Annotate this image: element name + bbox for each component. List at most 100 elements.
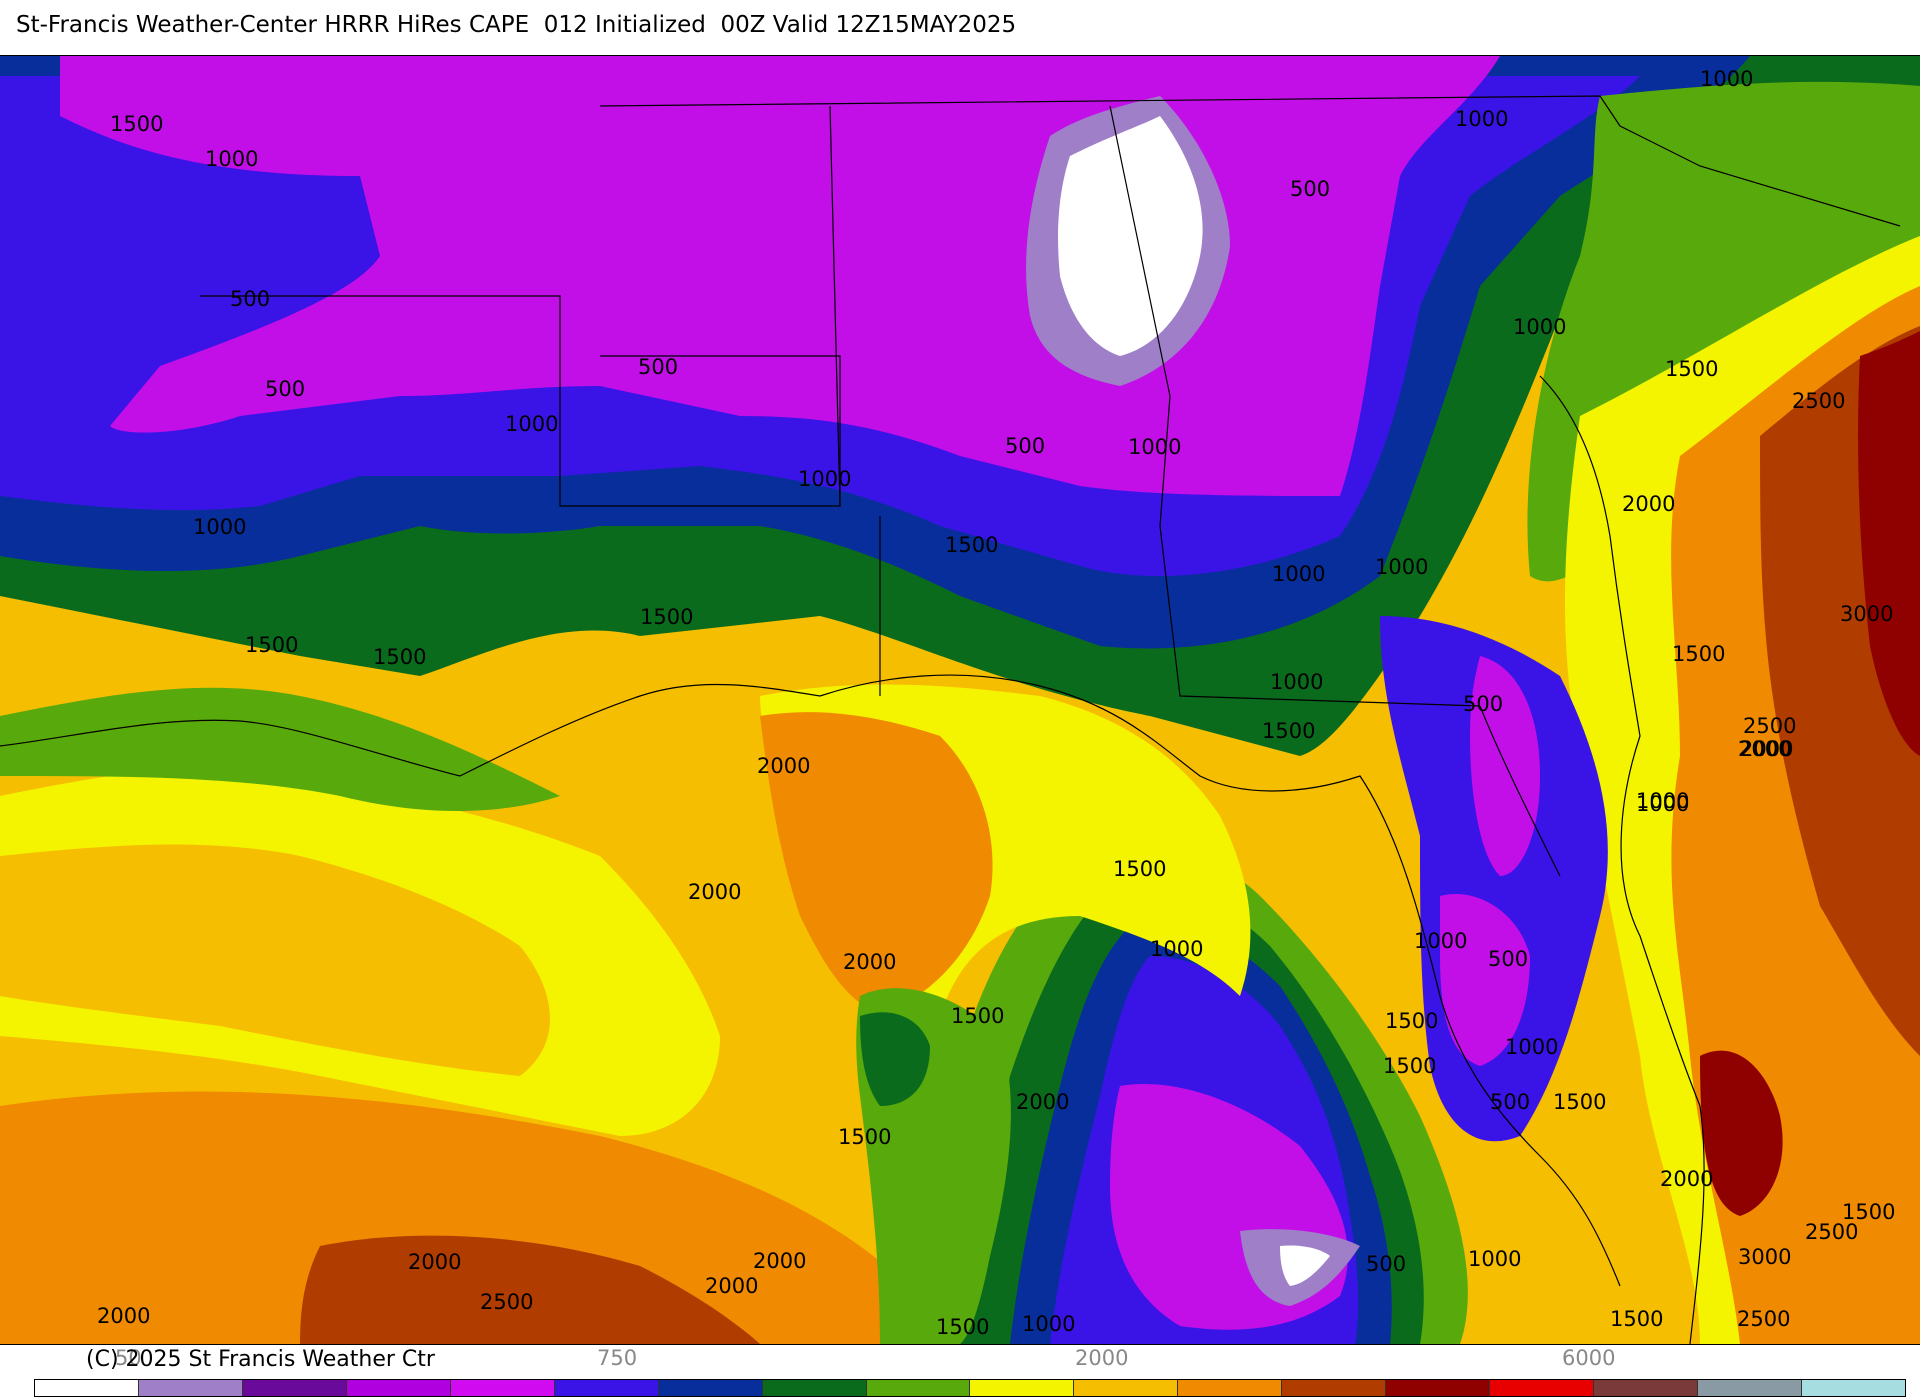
contour-label: 2000 bbox=[1016, 1090, 1069, 1114]
contour-label: 2000 bbox=[97, 1304, 150, 1328]
contour-label: 1000 bbox=[1270, 670, 1323, 694]
contour-label: 1000 bbox=[193, 515, 246, 539]
contour-label: 1000 bbox=[1636, 792, 1689, 816]
contour-label: 500 bbox=[638, 355, 678, 379]
legend-swatch bbox=[346, 1380, 451, 1396]
field-dkred-se bbox=[1700, 1050, 1783, 1216]
contour-label: 2500 bbox=[1792, 389, 1845, 413]
legend-tick: 750 bbox=[597, 1346, 638, 1370]
contour-label: 2500 bbox=[1743, 714, 1796, 738]
contour-label: 1500 bbox=[1672, 642, 1725, 666]
contour-label: 1500 bbox=[951, 1004, 1004, 1028]
contour-label: 500 bbox=[1490, 1090, 1530, 1114]
contour-label: 1500 bbox=[245, 633, 298, 657]
contour-label: 1000 bbox=[1468, 1247, 1521, 1271]
copyright-credit: (C) 2025 St Francis Weather Ctr bbox=[86, 1347, 435, 1372]
field-dkred-east bbox=[1858, 331, 1920, 756]
legend-swatch bbox=[138, 1380, 243, 1396]
contour-label: 2000 bbox=[843, 950, 896, 974]
legend-swatch bbox=[658, 1380, 763, 1396]
contour-label: 1500 bbox=[1113, 857, 1166, 881]
field-magenta-fl2 bbox=[1440, 894, 1530, 1066]
contour-label: 2000 bbox=[753, 1249, 806, 1273]
legend-swatch bbox=[1490, 1380, 1595, 1396]
contour-label: 1500 bbox=[936, 1315, 989, 1339]
contour-label: 1500 bbox=[1665, 357, 1718, 381]
legend-swatch bbox=[1386, 1380, 1491, 1396]
field-blue-fl bbox=[1380, 616, 1608, 1142]
legend-tick: 2000 bbox=[1075, 1346, 1129, 1370]
legend-swatch bbox=[1594, 1380, 1698, 1396]
contour-label: 1000 bbox=[1700, 67, 1753, 91]
field-white-north bbox=[1058, 116, 1203, 356]
contour-label: 1500 bbox=[1383, 1054, 1436, 1078]
field-orange-sw bbox=[0, 1091, 960, 1344]
field-dkgreen-spots bbox=[860, 1012, 930, 1106]
contour-label: 1500 bbox=[838, 1125, 891, 1149]
contour-label: 3000 bbox=[1738, 1245, 1791, 1269]
contour-label: 1500 bbox=[945, 533, 998, 557]
contour-label: 2500 bbox=[480, 1290, 533, 1314]
contour-label: 500 bbox=[1488, 947, 1528, 971]
contour-label: 1500 bbox=[1385, 1009, 1438, 1033]
contour-label: 2000 bbox=[408, 1250, 461, 1274]
contour-label: 1500 bbox=[1610, 1307, 1663, 1331]
field-orange-gulf bbox=[760, 712, 993, 1016]
contour-label: 2500 bbox=[1805, 1220, 1858, 1244]
contour-label: 3000 bbox=[1840, 602, 1893, 626]
contour-label: 1000 bbox=[1636, 789, 1689, 813]
contour-label: 1500 bbox=[1262, 719, 1315, 743]
contour-label: 1000 bbox=[1505, 1035, 1558, 1059]
contour-label: 1500 bbox=[1842, 1200, 1895, 1224]
field-rust-sw bbox=[300, 1235, 760, 1344]
contour-label: 1500 bbox=[640, 605, 693, 629]
contour-label: 1000 bbox=[1022, 1312, 1075, 1336]
contour-label: 1000 bbox=[1150, 937, 1203, 961]
legend-ticks: 50 750 2000 6000 bbox=[0, 1346, 1920, 1372]
legend-tick: 50 bbox=[115, 1346, 142, 1370]
legend-swatch bbox=[450, 1380, 555, 1396]
legend-swatch bbox=[35, 1380, 139, 1396]
legend-tick: 6000 bbox=[1562, 1346, 1616, 1370]
contour-labels: 1500 1000 500 500 1000 500 1000 1000 100… bbox=[97, 67, 1895, 1339]
contour-label: 1500 bbox=[110, 112, 163, 136]
field-white-gulf bbox=[1280, 1245, 1330, 1286]
contour-label: 1000 bbox=[205, 147, 258, 171]
legend-swatch bbox=[1698, 1380, 1802, 1396]
contour-label: 2000 bbox=[1738, 737, 1791, 761]
contour-label: 1500 bbox=[373, 645, 426, 669]
contour-label: 1500 bbox=[1553, 1090, 1606, 1114]
contour-label: 2000 bbox=[1740, 737, 1793, 761]
legend-swatch bbox=[970, 1380, 1075, 1396]
legend-swatch bbox=[1178, 1380, 1283, 1396]
contour-label: 1000 bbox=[1272, 562, 1325, 586]
color-legend-bar bbox=[34, 1379, 1906, 1397]
contour-label: 2000 bbox=[705, 1274, 758, 1298]
contour-label: 1000 bbox=[798, 467, 851, 491]
legend-swatch bbox=[1282, 1380, 1387, 1396]
cape-map: 1500 1000 500 500 1000 500 1000 1000 100… bbox=[0, 55, 1920, 1345]
legend-swatch bbox=[866, 1380, 971, 1396]
field-magenta-fl bbox=[1470, 656, 1540, 876]
contour-label: 2000 bbox=[688, 880, 741, 904]
contour-label: 1000 bbox=[1513, 315, 1566, 339]
contour-label: 500 bbox=[1290, 177, 1330, 201]
contour-label: 2000 bbox=[757, 754, 810, 778]
contour-label: 500 bbox=[265, 377, 305, 401]
contour-label: 1000 bbox=[1455, 107, 1508, 131]
map-title: St-Francis Weather-Center HRRR HiRes CAP… bbox=[16, 12, 1017, 38]
field-green-tx bbox=[0, 687, 560, 811]
contour-label: 500 bbox=[230, 287, 270, 311]
legend-swatch bbox=[1074, 1380, 1179, 1396]
legend-swatch bbox=[554, 1380, 659, 1396]
contour-label: 500 bbox=[1463, 692, 1503, 716]
contour-label: 2500 bbox=[1737, 1307, 1790, 1331]
contour-label: 1000 bbox=[1375, 555, 1428, 579]
contour-label: 1000 bbox=[1414, 929, 1467, 953]
contour-label: 500 bbox=[1366, 1252, 1406, 1276]
field-gold-tx bbox=[0, 844, 550, 1076]
legend-swatch bbox=[1801, 1380, 1905, 1396]
legend-swatch bbox=[762, 1380, 867, 1396]
contour-label: 2000 bbox=[1622, 492, 1675, 516]
contour-label: 1000 bbox=[505, 412, 558, 436]
